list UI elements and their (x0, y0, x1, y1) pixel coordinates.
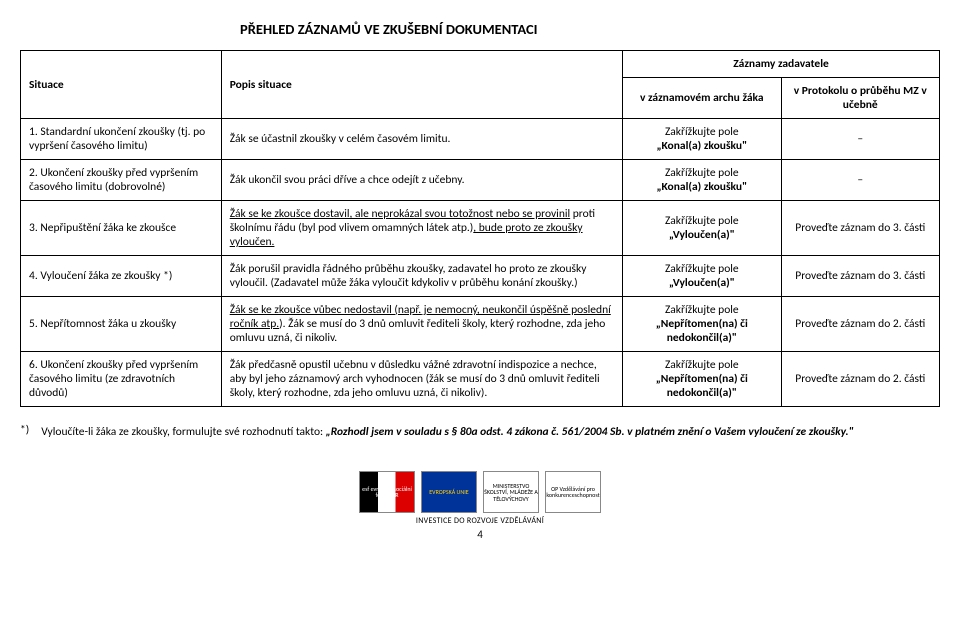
header-sub2: v Protokolu o průběhu MZ v učebně (781, 78, 939, 119)
cell-z2: Proveďte záznam do 3. části (781, 201, 939, 256)
table-row: 6. Ukončení zkoušky před vypršením časov… (21, 352, 940, 407)
cell-z1: Zakřížkujte pole „Konal(a) zkoušku" (623, 160, 781, 201)
cell-z2: Proveďte záznam do 2. části (781, 352, 939, 407)
footnote-text: Vyloučíte-li žáka ze zkoušky, formulujte… (41, 423, 853, 441)
footnote: *) Vyloučíte-li žáka ze zkoušky, formulu… (20, 423, 940, 441)
records-table: Situace Popis situace Záznamy zadavatele… (20, 50, 940, 407)
header-sub1: v záznamovém archu žáka (623, 78, 781, 119)
cell-situace: 5. Nepřítomnost žáka u zkoušky (21, 297, 222, 352)
table-row: 4. Vyloučení žáka ze zkoušky *) Žák poru… (21, 256, 940, 297)
op-logo-icon: OP Vzdělávání pro konkurenceschopnost (545, 471, 601, 513)
cell-popis: Žák porušil pravidla řádného průběhu zko… (221, 256, 622, 297)
z1-text: Zakřížkujte pole (665, 358, 739, 372)
table-row: 3. Nepřipuštění žáka ke zkoušce Žák se k… (21, 201, 940, 256)
cell-z2: – (781, 160, 939, 201)
footnote-lead: Vyloučíte-li žáka ze zkoušky, formulujte… (41, 425, 325, 439)
cell-situace: 4. Vyloučení žáka ze zkoušky *) (21, 256, 222, 297)
popis-underline: Žák se ke zkoušce dostavil, ale neprokáz… (230, 207, 570, 221)
z1-text: Zakřížkujte pole (665, 125, 739, 139)
footnote-quote: „Rozhodl jsem v souladu s § 80a odst. 4 … (326, 425, 854, 439)
footer-logos: esf evropský sociální fond v ČR EVROPSKÁ… (20, 471, 940, 541)
cell-z2: Proveďte záznam do 2. části (781, 297, 939, 352)
z1-bold: „Nepřítomen(na) či nedokončil(a)" (656, 317, 748, 345)
cell-z2: – (781, 119, 939, 160)
cell-z1: Zakřížkujte pole „Vyloučen(a)" (623, 256, 781, 297)
cell-popis: Žák se účastnil zkoušky v celém časovém … (221, 119, 622, 160)
cell-z1: Zakřížkujte pole „Nepřítomen(na) či nedo… (623, 352, 781, 407)
popis-tail: ). Žák se musí do 3 dnů omluvit řediteli… (230, 317, 606, 345)
esf-logo-icon: esf evropský sociální fond v ČR (359, 471, 415, 513)
page-number: 4 (20, 528, 940, 541)
cell-z1: Zakřížkujte pole „Nepřítomen(na) či nedo… (623, 297, 781, 352)
cell-z1: Zakřížkujte pole „Vyloučen(a)" (623, 201, 781, 256)
header-popis: Popis situace (221, 51, 622, 119)
table-row: 2. Ukončení zkoušky před vypršením časov… (21, 160, 940, 201)
z1-text: Zakřížkujte pole (665, 303, 739, 317)
cell-situace: 1. Standardní ukončení zkoušky (tj. po v… (21, 119, 222, 160)
cell-situace: 2. Ukončení zkoušky před vypršením časov… (21, 160, 222, 201)
logo-row: esf evropský sociální fond v ČR EVROPSKÁ… (359, 471, 601, 513)
cell-situace: 6. Ukončení zkoušky před vypršením časov… (21, 352, 222, 407)
msmt-logo-icon: MINISTERSTVO ŠKOLSTVÍ, MLÁDEŽE A TĚLOVÝC… (483, 471, 539, 513)
z1-bold: „Vyloučen(a)" (669, 276, 735, 290)
cell-popis: Žák předčasně opustil učebnu v důsledku … (221, 352, 622, 407)
table-row: 1. Standardní ukončení zkoušky (tj. po v… (21, 119, 940, 160)
cell-situace: 3. Nepřipuštění žáka ke zkoušce (21, 201, 222, 256)
z1-bold: „Konal(a) zkoušku" (656, 180, 747, 194)
z1-bold: „Vyloučen(a)" (669, 228, 735, 242)
header-situace: Situace (21, 51, 222, 119)
invest-text: INVESTICE DO ROZVOJE VZDĚLÁVÁNÍ (20, 516, 940, 526)
popis-underline: Žák se ke zkoušce vůbec nedostavil (např… (230, 303, 421, 317)
cell-popis: Žák ukončil svou práci dříve a chce odej… (221, 160, 622, 201)
cell-z2: Proveďte záznam do 3. části (781, 256, 939, 297)
z1-text: Zakřížkujte pole (665, 214, 739, 228)
cell-popis: Žák se ke zkoušce vůbec nedostavil (např… (221, 297, 622, 352)
z1-bold: „Nepřítomen(na) či nedokončil(a)" (656, 372, 748, 400)
header-zaznamy: Záznamy zadavatele (623, 51, 940, 78)
cell-z1: Zakřížkujte pole „Konal(a) zkoušku" (623, 119, 781, 160)
cell-popis: Žák se ke zkoušce dostavil, ale neprokáz… (221, 201, 622, 256)
eu-logo-icon: EVROPSKÁ UNIE (421, 471, 477, 513)
footnote-marker: *) (20, 423, 29, 437)
table-row: 5. Nepřítomnost žáka u zkoušky Žák se ke… (21, 297, 940, 352)
page-title: PŘEHLED ZÁZNAMŮ VE ZKUŠEBNÍ DOKUMENTACI (240, 20, 940, 38)
z1-text: Zakřížkujte pole (665, 262, 739, 276)
z1-bold: „Konal(a) zkoušku" (656, 139, 747, 153)
z1-text: Zakřížkujte pole (665, 166, 739, 180)
